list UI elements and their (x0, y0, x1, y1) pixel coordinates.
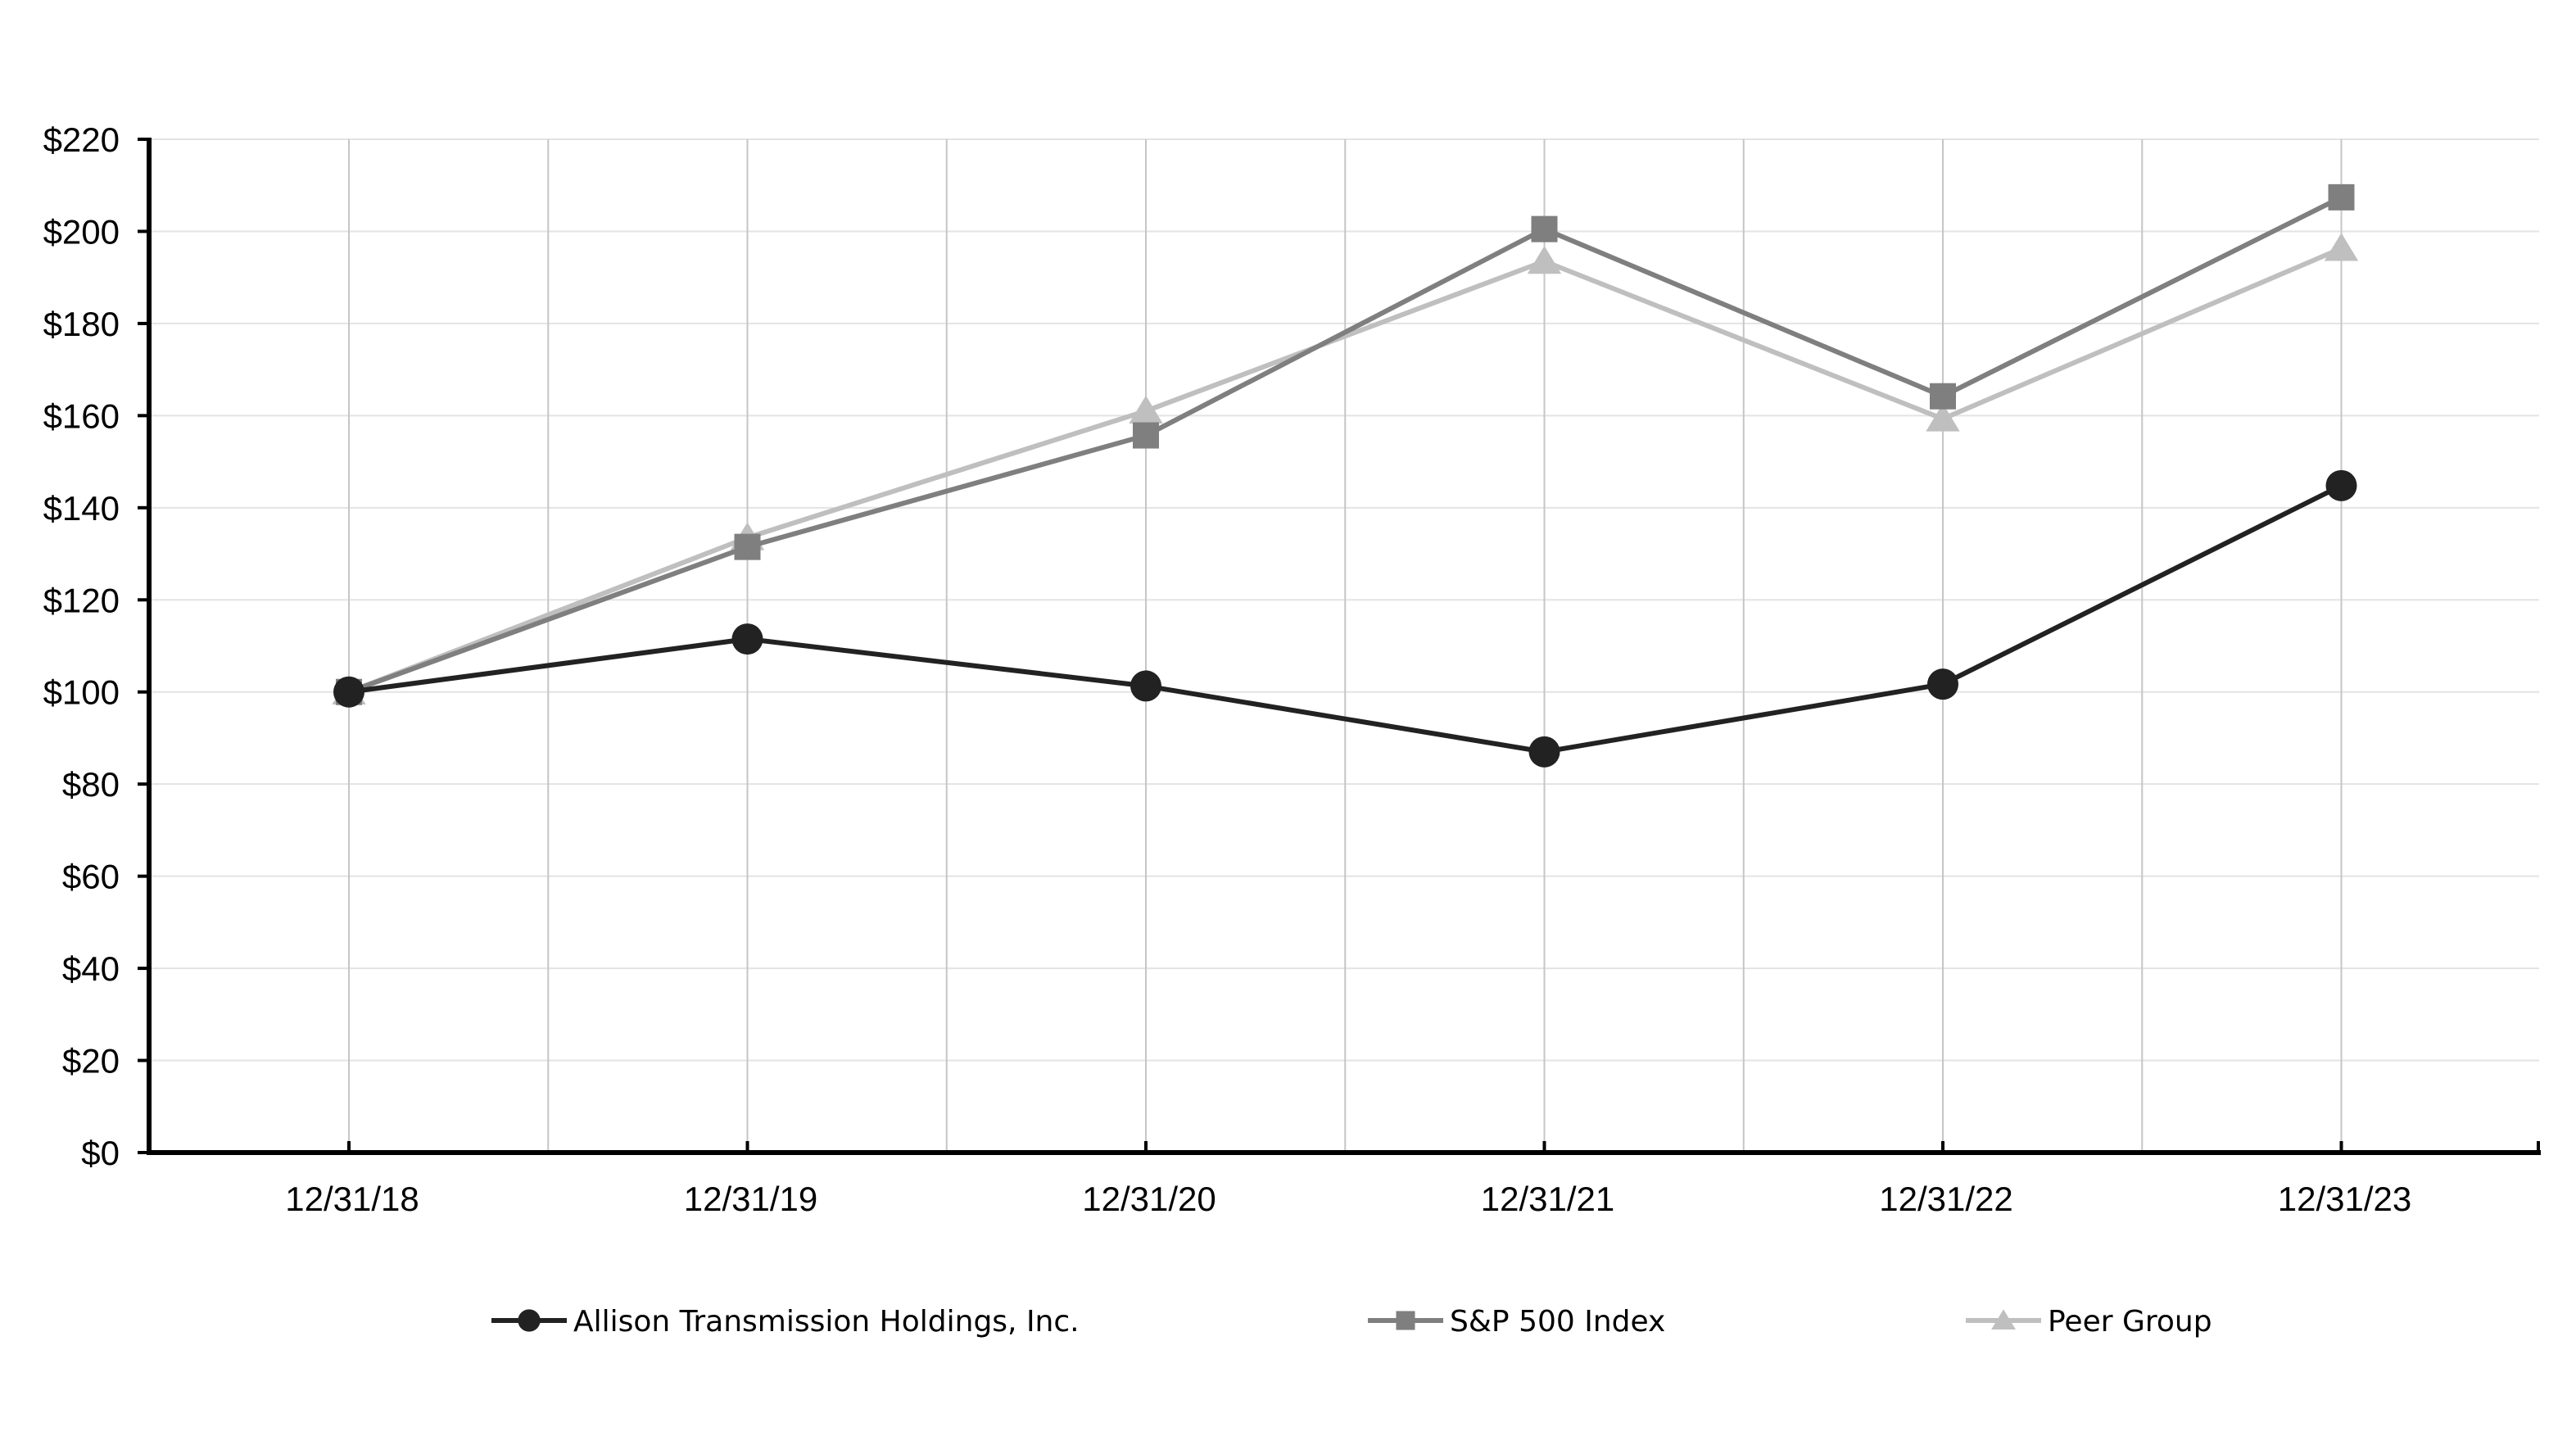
triangle-marker (1129, 395, 1163, 424)
x-axis-tick-label: 12/31/19 (684, 1180, 818, 1218)
legend-item: S&P 500 Index (1368, 1305, 1665, 1339)
y-axis-tick-label: $160 (43, 396, 120, 435)
circle-marker (518, 1309, 541, 1332)
y-axis-tick-label: $40 (62, 949, 120, 988)
x-axis-tick-label: 12/31/23 (2278, 1180, 2412, 1218)
legend-label: Peer Group (2048, 1305, 2212, 1339)
legend-label: S&P 500 Index (1450, 1305, 1665, 1339)
square-marker (2328, 183, 2355, 211)
legend-label: Allison Transmission Holdings, Inc. (573, 1305, 1080, 1339)
circle-marker (1927, 668, 1958, 700)
series-square (336, 183, 2355, 705)
series-line (347, 195, 2343, 695)
x-axis-tick-labels: 12/31/18 12/31/19 12/31/20 12/31/21 12/31/22… (285, 1180, 2411, 1218)
series-line (347, 246, 2343, 695)
x-axis-tick-label: 12/31/18 (285, 1180, 419, 1218)
y-axis-tick-labels: $0 $20 $40 $60 $80 $100 $120 $140 $160 $180 $200 $2… (43, 120, 120, 1172)
y-axis-tick-label: $120 (43, 581, 120, 619)
circle-marker (1130, 670, 1161, 702)
y-axis-tick-label: $20 (62, 1042, 120, 1080)
axes (138, 138, 2541, 1155)
triangle-marker (2324, 233, 2359, 261)
square-marker (1531, 215, 1558, 242)
y-axis-tick-label: $140 (43, 489, 120, 528)
x-axis-tick-label: 12/31/21 (1481, 1180, 1615, 1218)
circle-marker (1528, 736, 1560, 768)
legend-item: Allison Transmission Holdings, Inc. (491, 1305, 1080, 1339)
y-axis-tick-label: $60 (62, 858, 120, 896)
square-marker (1133, 422, 1159, 449)
circle-marker (333, 676, 364, 708)
x-axis-tick-label: 12/31/22 (1879, 1180, 2013, 1218)
circle-marker (731, 623, 763, 655)
legend-item: Peer Group (1966, 1305, 2212, 1339)
y-axis-tick-label: $100 (43, 673, 120, 712)
y-axis-tick-label: $220 (43, 120, 120, 159)
triangle-marker (1926, 403, 1960, 432)
series-line (348, 483, 2343, 754)
y-axis-tick-label: $200 (43, 212, 120, 251)
triangle-marker (1991, 1309, 2016, 1330)
series-circle (333, 469, 2357, 768)
y-axis-tick-label: $180 (43, 305, 120, 343)
square-marker (734, 533, 761, 560)
data-series (332, 183, 2359, 768)
square-marker (1930, 383, 1956, 410)
x-axis-tick-label: 12/31/20 (1082, 1180, 1216, 1218)
triangle-marker (1527, 246, 1562, 274)
square-marker (1396, 1311, 1415, 1330)
y-axis-tick-label: $0 (81, 1134, 120, 1172)
legend: Allison Transmission Holdings, Inc. S&P 5… (491, 1305, 2212, 1339)
circle-marker (2325, 469, 2357, 501)
y-axis-tick-label: $80 (62, 765, 120, 804)
